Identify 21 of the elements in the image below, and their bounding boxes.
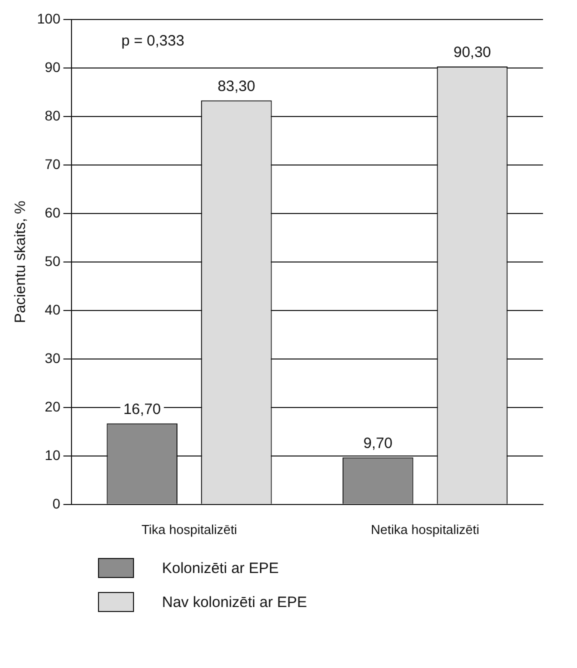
y-tick-label: 20 (44, 398, 61, 414)
y-tick-label: 30 (44, 350, 61, 366)
legend-label: Nav kolonizēti ar EPE (162, 594, 308, 610)
y-axis-title: Pacientu skaits, % (12, 200, 30, 324)
x-tick-label: Netika hospitalizēti (370, 522, 480, 537)
y-tick-label: 90 (44, 58, 61, 75)
data-label: 90,30 (453, 44, 492, 62)
y-tick-label: 40 (44, 301, 61, 318)
y-tick-label: 0 (52, 495, 61, 512)
data-label: 83,30 (218, 78, 256, 96)
y-tick-label: 50 (44, 252, 61, 269)
y-tick-label: 60 (44, 204, 61, 220)
y-tick-label: 10 (44, 446, 61, 463)
y-tick-label: 70 (44, 156, 61, 172)
data-label: 16,70 (123, 401, 161, 418)
data-label: 9,70 (363, 434, 393, 452)
x-tick-label: Tika hospitalizēti (141, 522, 238, 537)
y-tick-label: 100 (37, 10, 61, 26)
y-tick-label: 80 (44, 107, 61, 124)
annotation: p = 0,333 (121, 32, 184, 50)
legend-label: Kolonizēti ar EPE (162, 560, 279, 576)
